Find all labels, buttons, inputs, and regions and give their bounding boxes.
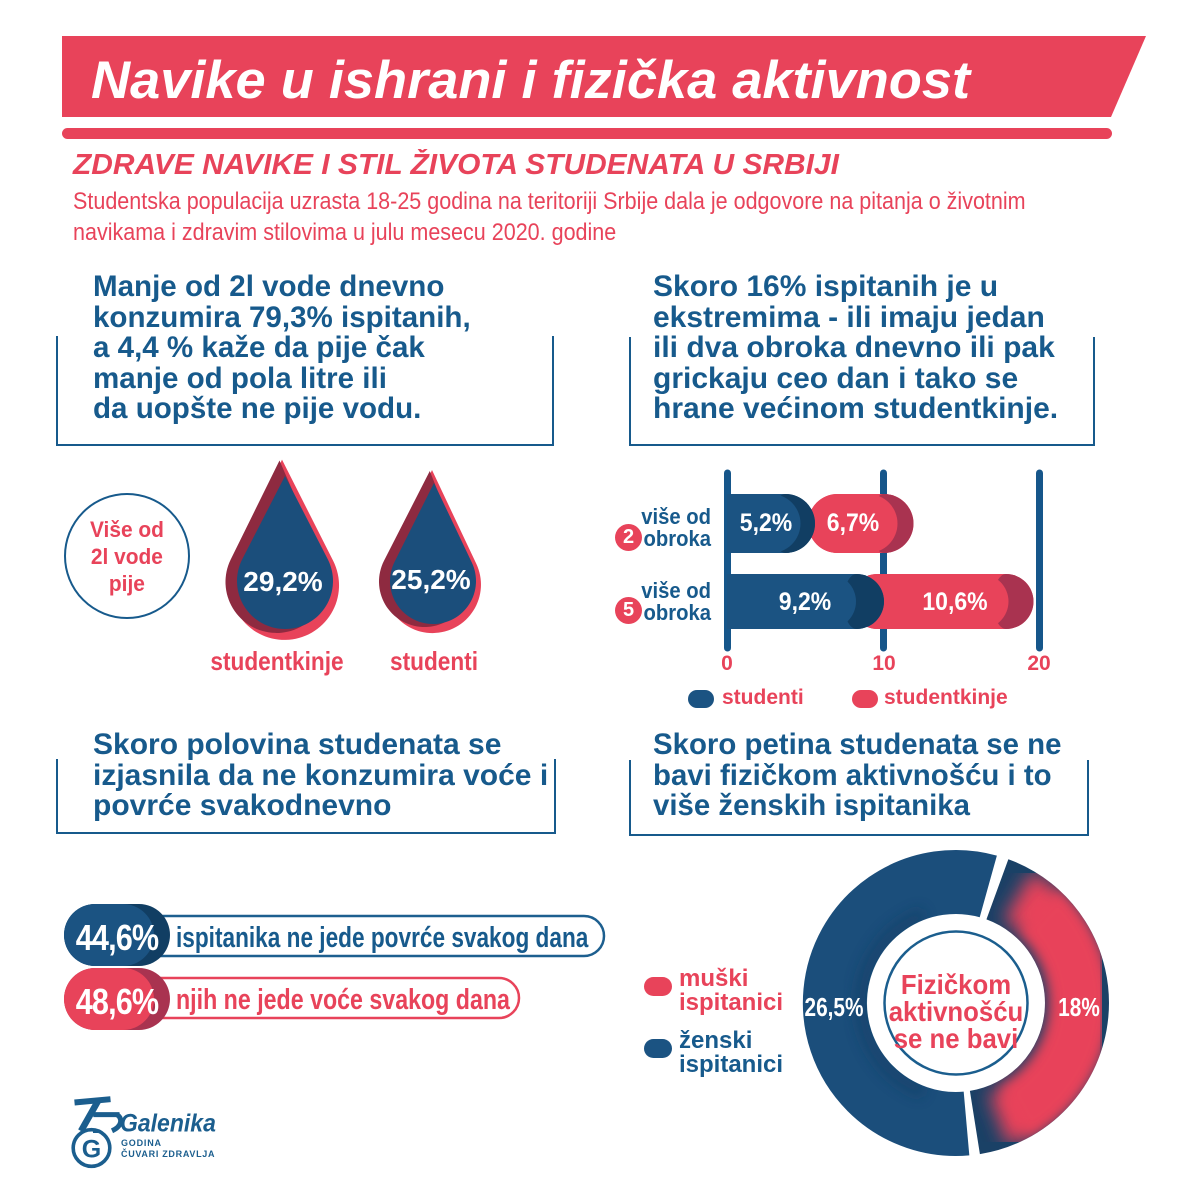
svg-text:Galenika: Galenika <box>120 1110 216 1138</box>
svg-text:GODINA: GODINA <box>121 1138 162 1148</box>
svg-text:ČUVARI ZDRAVLJA: ČUVARI ZDRAVLJA <box>121 1148 215 1159</box>
svg-text:G: G <box>82 1136 101 1164</box>
